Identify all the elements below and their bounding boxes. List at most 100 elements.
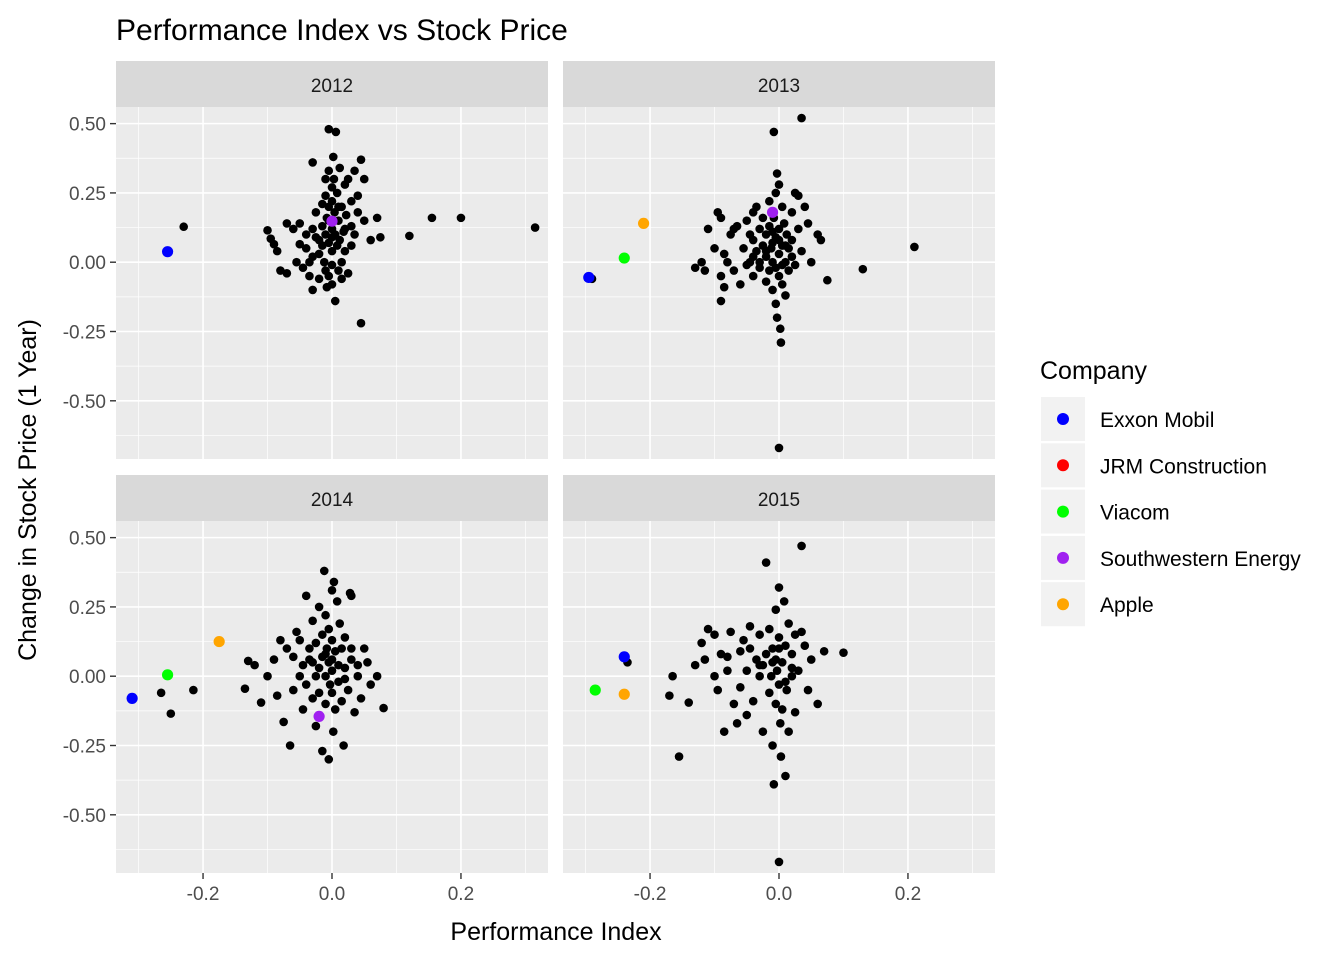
data-point [719,282,729,292]
data-point [327,260,337,270]
data-point [729,699,739,709]
x-tick-label: 0.0 [319,884,345,905]
data-point [305,644,314,653]
highlight-point-southwestern-energy [326,215,338,227]
data-point [739,635,748,645]
data-point [726,627,735,637]
data-point [335,619,345,628]
data-point [787,649,797,659]
data-point [745,622,755,631]
data-point [742,666,752,675]
data-point [787,208,797,217]
x-tick-label: 0.0 [766,884,792,905]
data-point [781,771,790,781]
data-point [337,696,346,706]
data-point [732,719,742,728]
data-point [530,223,540,232]
data-point [305,271,314,281]
data-point [719,727,729,736]
y-tick-label: -0.50 [63,806,106,827]
data-point [790,630,800,639]
data-point [761,246,771,256]
facet-strip-label: 2013 [758,76,800,97]
highlight-point-exxon-mobil [618,651,630,663]
data-point [359,174,369,184]
data-point [765,266,774,275]
data-point [321,191,330,200]
data-point [779,219,789,228]
data-point [774,583,784,592]
data-point [343,685,353,695]
data-point [353,660,363,670]
data-point [166,709,176,718]
data-point [456,213,466,223]
data-point [324,624,334,634]
data-point [319,257,329,267]
data-point [282,268,292,278]
data-point [327,655,337,664]
data-point [318,630,327,639]
data-point [295,635,305,645]
data-point [779,597,789,606]
data-point [813,699,822,709]
data-point [774,180,784,189]
legend-swatch [1057,505,1069,518]
legend-swatch [1057,459,1069,472]
data-point [301,680,311,689]
data-point [710,244,719,253]
data-point [359,216,369,225]
highlight-point-viacom [618,252,630,264]
data-point [250,660,259,670]
data-point [329,577,339,587]
legend-item: Southwestern Energy [1041,535,1301,580]
data-point [766,671,776,681]
data-point [761,277,771,286]
y-tick-label: 0.00 [69,667,106,688]
y-tick-label: 0.25 [69,184,106,205]
data-point [289,224,298,234]
data-point [334,677,343,687]
data-point [353,208,363,217]
data-point [327,635,337,645]
data-point [800,202,810,212]
data-point [765,688,774,698]
data-point [330,646,340,656]
data-point [700,655,710,664]
x-tick-label: 0.2 [448,884,474,905]
highlight-point-southwestern-energy [766,206,779,218]
facet-strip [116,61,548,107]
data-point [324,755,334,764]
data-point [340,674,350,684]
data-point [295,239,305,249]
data-point [341,210,351,220]
data-point [321,649,330,659]
legend-swatch [1057,413,1069,425]
data-point [350,166,359,176]
y-axis-ticks: 0.50 0.25 0.00 -0.25 -0.50 0.50 0.25 0.00 -0.25 -… [63,115,116,827]
data-point [781,677,790,687]
data-point [716,213,726,223]
x-axis-ticks: -0.2 0.0 0.2 -0.2 0.0 0.2 [187,873,921,905]
data-point [301,230,311,239]
data-point [327,280,337,289]
facet-strip [116,475,548,521]
data-point [334,266,343,275]
data-point [327,196,337,206]
y-tick-label: 0.25 [69,598,106,619]
data-point [359,644,369,653]
data-point [736,280,745,289]
data-point [308,285,317,295]
data-point [339,741,348,750]
data-point [308,224,317,234]
data-point [311,638,321,648]
data-point [758,213,768,223]
data-point [775,719,785,728]
data-point [308,616,317,626]
data-point [263,671,272,681]
data-point [330,705,340,714]
data-point [363,658,372,667]
data-point [298,660,308,670]
data-point [768,227,777,237]
data-point [311,671,321,681]
data-point [777,658,787,667]
